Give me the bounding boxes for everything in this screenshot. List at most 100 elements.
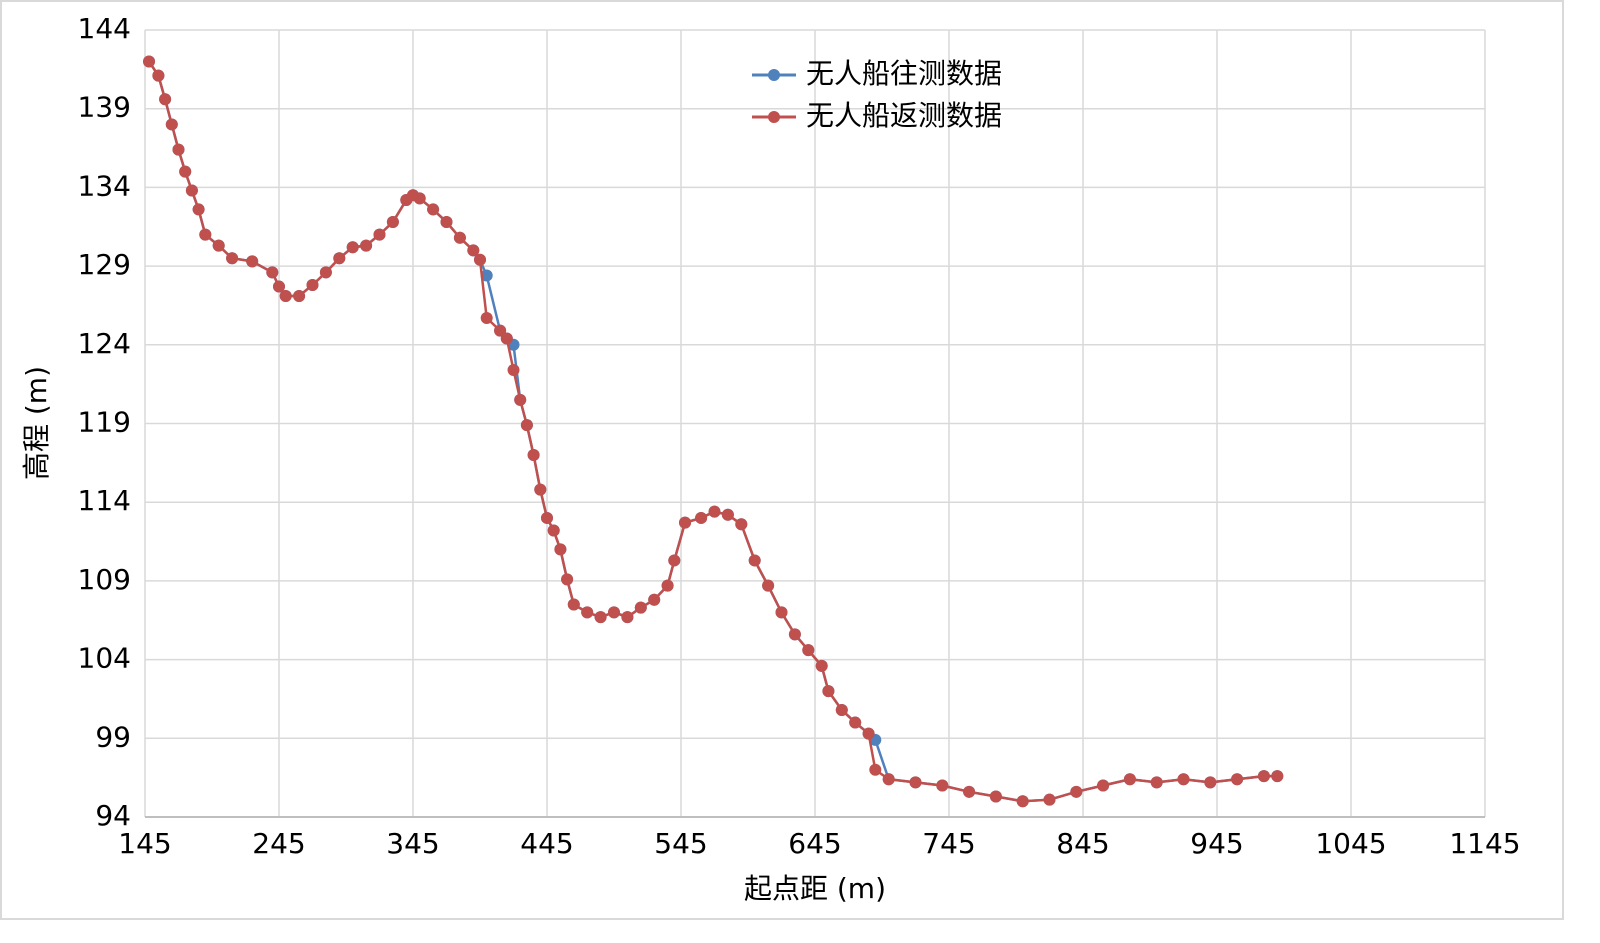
x-axis-label: 起点距 (m)	[744, 872, 886, 905]
data-point	[152, 69, 165, 82]
data-point	[541, 511, 553, 524]
data-point	[648, 593, 661, 606]
x-tick-label: 645	[788, 827, 841, 860]
data-point	[440, 216, 453, 229]
data-point	[668, 554, 681, 567]
data-point	[721, 508, 734, 521]
data-point	[185, 184, 198, 197]
data-point	[514, 393, 527, 406]
data-point	[882, 773, 895, 786]
data-point	[989, 790, 1002, 803]
data-point	[1150, 776, 1163, 789]
data-point	[869, 763, 882, 776]
data-point	[474, 253, 486, 266]
legend-marker	[768, 111, 780, 123]
data-point	[346, 241, 359, 254]
data-point	[273, 280, 285, 293]
data-point	[453, 231, 466, 244]
data-point	[480, 312, 493, 325]
data-point	[507, 363, 520, 376]
data-point	[1257, 770, 1270, 783]
data-point	[165, 118, 178, 131]
data-point	[1271, 770, 1284, 783]
data-point	[159, 93, 172, 106]
data-point	[634, 601, 647, 614]
x-tick-label: 1045	[1315, 827, 1386, 860]
data-point	[373, 228, 386, 241]
data-point	[735, 518, 748, 531]
y-axis-label: 高程 (m)	[20, 366, 53, 480]
data-point	[306, 278, 319, 291]
data-point	[567, 598, 580, 611]
x-tick-label: 745	[922, 827, 975, 860]
data-point	[480, 269, 493, 282]
data-point	[748, 554, 761, 567]
data-point	[862, 727, 875, 740]
y-tick-label: 99	[95, 720, 131, 753]
y-tick-label: 114	[78, 484, 131, 517]
data-point	[835, 703, 848, 716]
data-point	[494, 324, 507, 337]
x-tick-label: 145	[118, 827, 171, 860]
data-point	[554, 543, 567, 556]
data-point	[467, 244, 480, 257]
data-point	[199, 228, 212, 241]
data-point	[1123, 773, 1136, 786]
data-point	[909, 776, 922, 789]
data-point	[333, 252, 346, 265]
data-point	[762, 579, 775, 592]
data-point	[1097, 779, 1110, 792]
data-point	[192, 203, 205, 216]
data-point	[212, 239, 225, 252]
data-point	[1070, 785, 1083, 798]
data-point	[427, 203, 440, 216]
x-tick-label: 845	[1056, 827, 1109, 860]
data-point	[963, 785, 976, 798]
x-tick-label: 1145	[1449, 827, 1520, 860]
data-point	[143, 55, 156, 68]
data-point	[561, 573, 574, 586]
data-point	[319, 266, 332, 279]
data-point	[534, 483, 547, 496]
data-point	[279, 290, 292, 303]
data-point	[179, 165, 192, 178]
y-tick-label: 124	[78, 327, 131, 360]
legend-label: 无人船返测数据	[806, 99, 1002, 132]
y-tick-label: 129	[78, 248, 131, 281]
x-tick-label: 945	[1190, 827, 1243, 860]
data-point	[608, 606, 620, 619]
data-point	[802, 644, 815, 657]
y-tick-label: 144	[78, 12, 131, 45]
data-point	[266, 266, 279, 279]
data-point	[695, 511, 708, 524]
chart-frame	[0, 0, 1564, 920]
y-tick-label: 104	[78, 642, 131, 675]
data-point	[788, 628, 801, 641]
x-tick-label: 345	[386, 827, 439, 860]
data-point	[547, 524, 560, 537]
y-tick-label: 109	[78, 563, 131, 596]
data-point	[679, 516, 692, 529]
data-point	[386, 216, 399, 229]
data-point	[1016, 795, 1029, 808]
data-point	[1043, 793, 1056, 806]
x-tick-label: 445	[520, 827, 573, 860]
data-point	[293, 290, 306, 303]
legend-marker	[768, 69, 780, 81]
data-point	[413, 192, 426, 205]
y-tick-label: 134	[78, 169, 131, 202]
data-point	[1204, 776, 1217, 789]
data-point	[246, 255, 259, 268]
data-point	[581, 606, 594, 619]
data-point	[621, 611, 634, 624]
data-point	[936, 779, 949, 792]
data-point	[1231, 773, 1244, 786]
data-point	[815, 659, 828, 672]
data-point	[594, 611, 607, 624]
data-point	[849, 716, 862, 729]
data-point	[527, 448, 540, 461]
legend-label: 无人船往测数据	[806, 57, 1002, 90]
x-tick-label: 545	[654, 827, 707, 860]
y-tick-label: 119	[78, 406, 131, 439]
